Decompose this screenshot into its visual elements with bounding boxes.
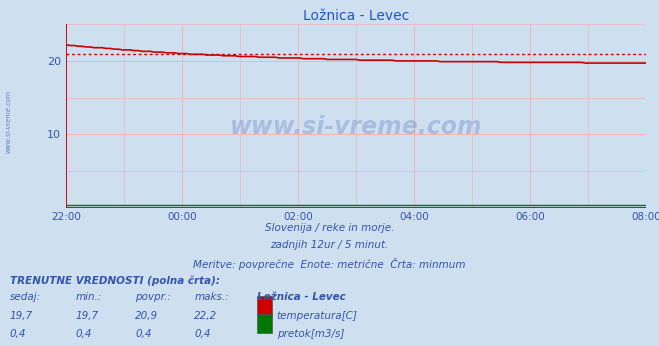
Text: 20,9: 20,9: [135, 311, 158, 321]
Text: sedaj:: sedaj:: [10, 292, 41, 302]
Text: min.:: min.:: [76, 292, 102, 302]
Text: maks.:: maks.:: [194, 292, 229, 302]
Text: www.si-vreme.com: www.si-vreme.com: [5, 90, 12, 153]
Text: temperatura[C]: temperatura[C]: [277, 311, 358, 321]
Text: 19,7: 19,7: [10, 311, 33, 321]
Text: TRENUTNE VREDNOSTI (polna črta):: TRENUTNE VREDNOSTI (polna črta):: [10, 275, 220, 285]
Text: 0,4: 0,4: [135, 329, 152, 339]
Text: povpr.:: povpr.:: [135, 292, 171, 302]
Text: zadnjih 12ur / 5 minut.: zadnjih 12ur / 5 minut.: [270, 240, 389, 251]
Text: 22,2: 22,2: [194, 311, 217, 321]
Text: Meritve: povprečne  Enote: metrične  Črta: minmum: Meritve: povprečne Enote: metrične Črta:…: [193, 258, 466, 270]
Text: 0,4: 0,4: [194, 329, 211, 339]
Text: 0,4: 0,4: [76, 329, 92, 339]
Title: Ložnica - Levec: Ložnica - Levec: [302, 9, 409, 23]
Text: pretok[m3/s]: pretok[m3/s]: [277, 329, 344, 339]
Text: 0,4: 0,4: [10, 329, 26, 339]
Text: 19,7: 19,7: [76, 311, 99, 321]
Text: Slovenija / reke in morje.: Slovenija / reke in morje.: [265, 223, 394, 233]
Text: www.si-vreme.com: www.si-vreme.com: [229, 115, 482, 139]
Text: Ložnica - Levec: Ložnica - Levec: [257, 292, 346, 302]
